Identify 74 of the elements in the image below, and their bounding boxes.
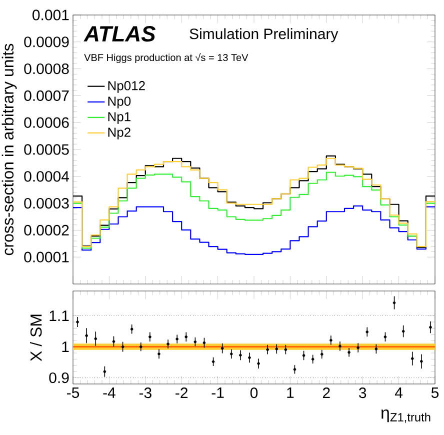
point — [148, 335, 152, 338]
y-tick-label: 0.0004 — [24, 171, 70, 182]
x-tick-label: 0 — [250, 388, 258, 398]
point — [293, 368, 296, 371]
point — [429, 326, 432, 329]
y-tick-label: 0.0006 — [24, 117, 69, 128]
y-tick-label: 1 — [62, 342, 69, 352]
legend-label: Np0 — [108, 96, 131, 108]
annotation: ATLAS — [84, 26, 156, 42]
point — [239, 354, 242, 357]
point — [212, 360, 215, 364]
annotation: Simulation Preliminary — [190, 28, 338, 42]
point — [121, 345, 124, 348]
point — [420, 360, 423, 363]
x-tick-label: 2 — [322, 388, 330, 398]
y-tick-label: 0.9 — [49, 372, 69, 384]
y-tick-label: 0.0001 — [24, 252, 69, 262]
legend-label: Np012 — [108, 81, 145, 93]
legend-label: Np1 — [108, 112, 130, 124]
point — [338, 344, 342, 348]
x-tick-label: -4 — [103, 388, 116, 398]
point — [275, 348, 278, 350]
point — [311, 358, 314, 361]
x-tick-label: -5 — [66, 388, 80, 398]
point — [184, 335, 188, 338]
point — [85, 334, 88, 338]
point — [248, 356, 251, 360]
point — [103, 370, 106, 373]
x-tick-label: 5 — [431, 388, 439, 398]
x-tick-label: 4 — [394, 388, 403, 398]
y-tick-label: 0.0008 — [24, 63, 69, 74]
point — [130, 328, 134, 331]
point — [384, 335, 387, 338]
point — [374, 348, 378, 350]
point — [348, 350, 350, 354]
point — [220, 346, 224, 350]
point — [356, 346, 360, 350]
point — [166, 342, 170, 346]
point — [366, 330, 369, 334]
point — [266, 348, 269, 351]
y-tick-label: 0.001 — [32, 10, 69, 20]
legend-label: Np2 — [108, 128, 130, 140]
point — [202, 341, 206, 344]
point — [402, 330, 405, 333]
point — [302, 354, 306, 357]
point — [257, 362, 260, 365]
x-tick-label: 1 — [287, 388, 294, 398]
point — [194, 340, 197, 344]
point — [139, 345, 142, 348]
y-axis-title: cross-section in arbitrary units — [2, 44, 17, 256]
y-tick-label: 1.1 — [50, 310, 69, 321]
x-axis-title: η$_{Z1,truth}$ — [381, 410, 430, 423]
y-tick-label: 0.0009 — [24, 36, 69, 48]
point — [94, 337, 98, 340]
point — [176, 338, 178, 340]
point — [320, 352, 324, 356]
y-tick-label: 0.0003 — [24, 198, 69, 209]
point — [330, 338, 332, 342]
y-tick-label: 0.0007 — [24, 90, 69, 101]
y-tick-label: 0.0005 — [24, 144, 69, 155]
point — [392, 301, 396, 304]
x-tick-label: -3 — [139, 388, 152, 398]
y-tick-label: 0.0002 — [24, 224, 69, 236]
point — [230, 352, 233, 356]
point — [112, 340, 116, 343]
x-tick-label: 3 — [358, 388, 366, 398]
annotation: VBF Higgs production at √s = 13 TeV — [84, 53, 248, 64]
point — [284, 348, 288, 351]
point — [76, 320, 79, 324]
point — [410, 357, 414, 360]
point — [158, 352, 160, 356]
y-axis-title: X / SM — [30, 314, 42, 362]
x-tick-label: -2 — [176, 388, 188, 398]
x-tick-label: -1 — [212, 388, 224, 398]
